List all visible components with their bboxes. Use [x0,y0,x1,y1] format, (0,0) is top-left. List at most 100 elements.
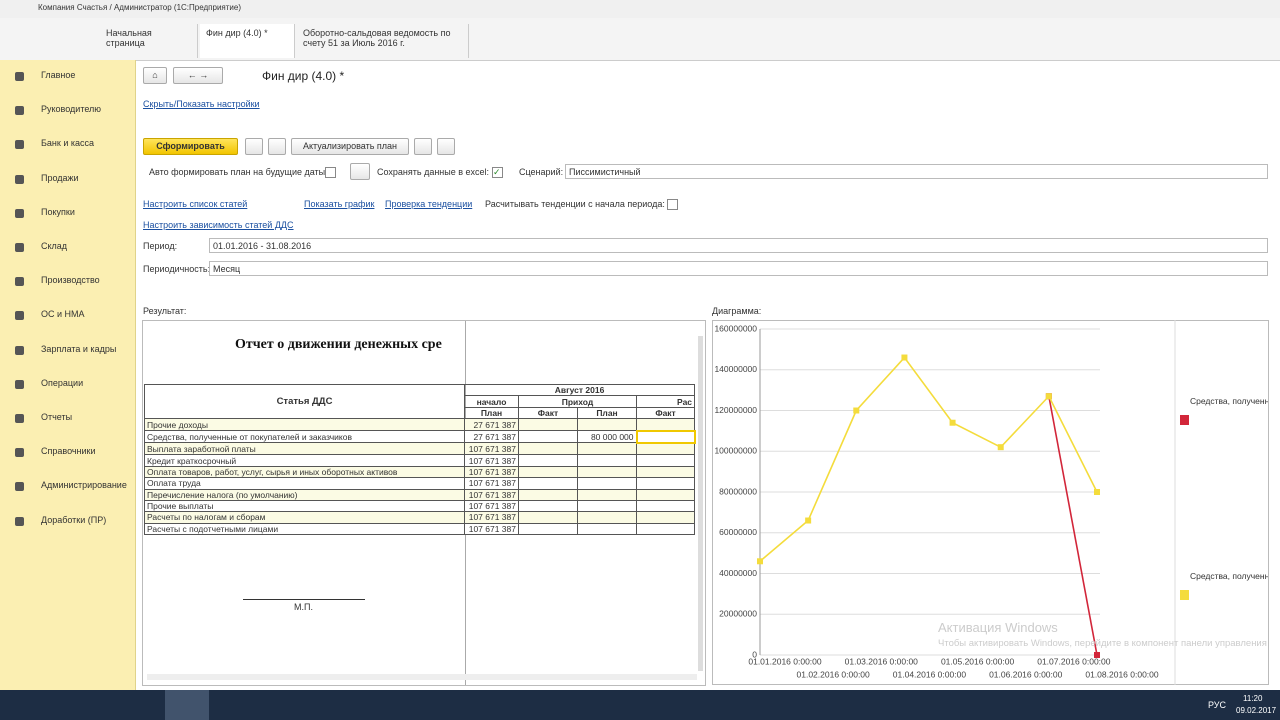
active-app[interactable] [165,690,209,720]
x-tick-label: 01.07.2016 0:00:00 [1037,656,1111,666]
periodicity-field[interactable]: Месяц [209,261,1268,276]
start-cell: 107 671 387 [464,465,519,479]
icon-button[interactable] [437,138,455,155]
stamp-line [243,599,365,600]
tab[interactable]: Оборотно-сальдовая ведомость по счету 51… [297,24,469,58]
link[interactable]: Показать график [304,199,375,209]
scenario-field[interactable]: Писсимистичный [565,164,1268,179]
result-label: Результат: [143,306,187,316]
checkbox[interactable] [325,167,336,178]
taskbar: РУС 11:20 09.02.2017 [0,690,1280,720]
nav-buttons[interactable]: ← → [173,67,223,84]
income-fact-cell [518,442,578,456]
icon-button[interactable] [245,138,263,155]
sidebar-item[interactable]: Склад [41,241,68,251]
start-cell: 107 671 387 [464,477,519,490]
report-row: Расчеты по налогам и сборам 107 671 387 [144,511,696,524]
checkbox-checked[interactable]: ✓ [492,167,503,178]
dependency-link[interactable]: Настроить зависимость статей ДДС [143,220,294,230]
income-plan-cell [577,488,637,501]
sidebar-icon [15,208,24,218]
income-plan-cell: 80 000 000 [577,430,637,444]
sidebar-item[interactable]: Операции [41,377,84,388]
sidebar-item[interactable]: Администрирование [41,480,127,491]
income-fact-cell [518,454,578,467]
start-cell: 27 671 387 [464,418,519,432]
sidebar-icon [15,140,24,150]
time: 11:20 [1243,694,1263,703]
sidebar-icon [15,448,24,458]
y-tick-label: 80000000 [719,486,757,496]
sidebar-item[interactable]: Банк и касса [41,138,94,149]
scrollbar[interactable] [698,336,703,671]
x-tick-label: 01.01.2016 0:00:00 [748,656,822,666]
sidebar-icon [15,345,24,355]
scrollbar[interactable] [147,674,697,680]
icon-button[interactable] [350,163,370,180]
date: 09.02.2017 [1236,706,1277,715]
point [1094,489,1100,495]
toggle-link[interactable]: Скрыть/Показать настройки [143,99,260,109]
income-plan-cell [577,454,637,467]
sidebar-icon [15,106,24,116]
period-field[interactable]: 01.01.2016 - 31.08.2016 [209,238,1268,253]
home-button[interactable]: ⌂ [143,67,167,84]
x-tick-label: 01.05.2016 0:00:00 [941,656,1015,666]
report-area: Отчет о движении денежных сре Статья ДДС… [142,320,706,686]
sidebar-item[interactable]: Главное [41,70,76,80]
income-plan-cell [577,465,637,479]
expense-fact-cell [635,418,696,432]
legend-swatch [1180,415,1189,425]
expense-fact-cell [635,429,696,444]
tab[interactable]: Начальная страница [100,24,198,58]
item-cell: Кредит краткосрочный [144,454,465,467]
header-cell: Факт [518,406,578,420]
link[interactable]: Настроить список статей [143,199,248,209]
sidebar-item[interactable]: Зарплата и кадры [41,343,117,354]
checkbox[interactable] [667,199,678,210]
title-bar: Компания Счастья / Администратор (1С:Пре… [0,0,1280,19]
x-tick-label: 01.04.2016 0:00:00 [893,669,967,679]
sidebar-item[interactable]: Справочники [41,446,96,457]
item-cell: Оплата труда [144,477,465,490]
sidebar-item[interactable]: ОС и НМА [41,309,85,320]
start-cell: 107 671 387 [464,522,519,536]
point [1094,652,1100,658]
icon-button[interactable] [268,138,286,155]
start-cell: 107 671 387 [464,488,519,501]
income-fact-cell [518,488,578,501]
sidebar-item[interactable]: Производство [41,275,100,286]
generate-button[interactable]: Сформировать [143,138,238,155]
tab[interactable]: Фин дир (4.0) * [200,24,295,58]
start-cell: 107 671 387 [464,442,519,456]
chart: 0 20000000 40000000 60000000 80000000 1000000… [712,320,1269,685]
link[interactable]: Проверка тенденции [385,199,473,209]
expense-fact-cell [635,477,696,490]
item-cell: Перечисление налога (по умолчанию) [144,488,465,501]
sidebar-item[interactable]: Продажи [41,172,79,183]
income-plan-cell [577,418,637,432]
sidebar-item[interactable]: Руководителю [41,104,102,115]
icon-button[interactable] [414,138,432,155]
report-title: Отчет о движении денежных сре [235,337,442,352]
legend-box: Средства, полученные от покупателей и за… [1190,396,1268,406]
x-tick-label: 01.06.2016 0:00:00 [989,669,1063,679]
header-cell: План [464,406,519,420]
sidebar-icon [15,311,24,321]
header-cell: Статья ДДС [144,383,465,420]
report-row: Прочие доходы 27 671 387 [144,418,696,432]
y-tick-label: 60000000 [719,527,757,537]
expense-fact-cell [635,522,696,536]
sidebar-item[interactable]: Доработки (ПР) [41,514,107,525]
sidebar-item[interactable]: Отчеты [41,412,73,422]
sidebar-item[interactable]: Покупки [41,206,75,217]
sidebar-icon [15,516,24,526]
income-fact-cell [518,430,578,444]
income-fact-cell [518,511,578,524]
start-cell: 107 671 387 [464,499,519,513]
y-tick-label: 40000000 [719,568,757,578]
item-cell: Средства, полученные от покупателей и за… [144,430,465,444]
item-cell: Выплата заработной платы [144,442,465,456]
update-plan-button[interactable]: Актуализировать план [291,138,409,155]
income-plan-cell [577,442,637,456]
